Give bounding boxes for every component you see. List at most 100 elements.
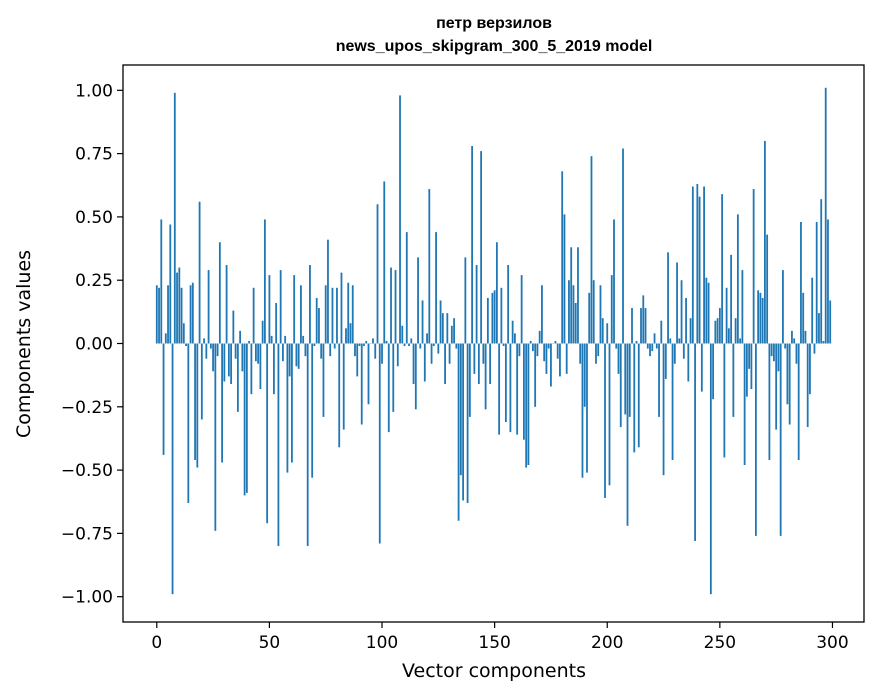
bar-162 — [521, 275, 523, 343]
bar-223 — [658, 344, 660, 417]
bar-184 — [570, 247, 572, 343]
bar-258 — [737, 214, 739, 343]
bar-185 — [573, 285, 575, 343]
bar-214 — [638, 344, 640, 448]
bar-269 — [762, 298, 764, 344]
bar-197 — [600, 285, 602, 343]
bar-12 — [183, 323, 185, 343]
bar-14 — [187, 344, 189, 504]
bar-220 — [651, 344, 653, 352]
bar-281 — [789, 344, 791, 425]
bar-64 — [300, 285, 302, 343]
bar-180 — [561, 171, 563, 343]
bar-272 — [769, 344, 771, 460]
bar-194 — [593, 280, 595, 343]
bar-67 — [307, 344, 309, 547]
bar-209 — [627, 344, 629, 526]
bar-141 — [473, 344, 475, 374]
bar-75 — [325, 285, 327, 343]
bar-62 — [296, 344, 298, 367]
bar-290 — [809, 344, 811, 395]
bar-96 — [372, 338, 374, 343]
bar-72 — [318, 308, 320, 343]
bar-57 — [284, 336, 286, 344]
bar-37 — [239, 331, 241, 344]
x-tick-label: 250 — [704, 633, 736, 653]
bar-131 — [451, 326, 453, 344]
bar-215 — [640, 308, 642, 343]
x-tick-label: 150 — [478, 633, 510, 653]
y-tick-label: 1.00 — [75, 81, 113, 101]
bar-126 — [440, 300, 442, 343]
bar-175 — [550, 344, 552, 387]
bar-60 — [291, 344, 293, 463]
bar-158 — [512, 321, 514, 344]
bar-205 — [618, 344, 620, 374]
bar-283 — [793, 338, 795, 343]
bar-50 — [269, 275, 271, 343]
bar-298 — [827, 219, 829, 343]
bar-200 — [606, 323, 608, 343]
y-axis-ticks: 1.000.750.500.250.00−0.25−0.50−0.75−1.00 — [61, 81, 123, 607]
bar-222 — [656, 344, 658, 349]
bar-159 — [514, 333, 516, 343]
y-tick-label: −0.50 — [61, 461, 113, 481]
bar-243 — [703, 187, 705, 344]
bar-134 — [458, 344, 460, 521]
bar-192 — [588, 293, 590, 344]
bar-202 — [611, 275, 613, 343]
bar-9 — [176, 273, 178, 344]
bar-297 — [825, 88, 827, 344]
bar-229 — [672, 344, 674, 460]
bar-68 — [309, 265, 311, 343]
bar-125 — [437, 344, 439, 354]
x-tick-label: 100 — [366, 633, 398, 653]
bar-225 — [663, 344, 665, 476]
bar-104 — [390, 268, 392, 344]
bar-66 — [305, 344, 307, 357]
bar-59 — [289, 344, 291, 377]
bar-216 — [642, 295, 644, 343]
bar-52 — [273, 344, 275, 395]
bar-24 — [210, 344, 212, 349]
bar-139 — [469, 344, 471, 417]
bar-277 — [780, 344, 782, 536]
bar-140 — [471, 146, 473, 343]
bar-278 — [782, 270, 784, 343]
bar-48 — [264, 219, 266, 343]
bar-53 — [275, 303, 277, 344]
bar-242 — [701, 344, 703, 392]
bar-87 — [352, 285, 354, 343]
bar-252 — [723, 344, 725, 458]
bar-299 — [829, 300, 831, 343]
bar-135 — [460, 344, 462, 476]
chart-subtitle: news_upos_skipgram_300_5_2019 model — [336, 38, 653, 55]
bar-117 — [419, 344, 421, 349]
bar-17 — [194, 344, 196, 460]
bar-136 — [462, 344, 464, 501]
bar-94 — [368, 344, 370, 405]
bar-113 — [410, 338, 412, 343]
bar-25 — [212, 344, 214, 372]
bar-23 — [208, 270, 210, 343]
bar-234 — [683, 344, 685, 359]
bar-187 — [577, 247, 579, 343]
bar-69 — [311, 344, 313, 478]
bar-273 — [771, 344, 773, 357]
bar-224 — [660, 321, 662, 344]
bar-182 — [566, 344, 568, 374]
bar-247 — [712, 344, 714, 400]
bar-88 — [354, 344, 356, 357]
bar-268 — [759, 293, 761, 344]
bar-287 — [802, 293, 804, 344]
bar-201 — [609, 344, 611, 486]
bar-163 — [523, 344, 525, 440]
bar-293 — [816, 222, 818, 344]
bar-153 — [500, 288, 502, 344]
bar-142 — [476, 265, 478, 343]
bar-81 — [338, 344, 340, 448]
bar-259 — [739, 338, 741, 343]
bar-115 — [415, 344, 417, 410]
bar-257 — [735, 318, 737, 343]
